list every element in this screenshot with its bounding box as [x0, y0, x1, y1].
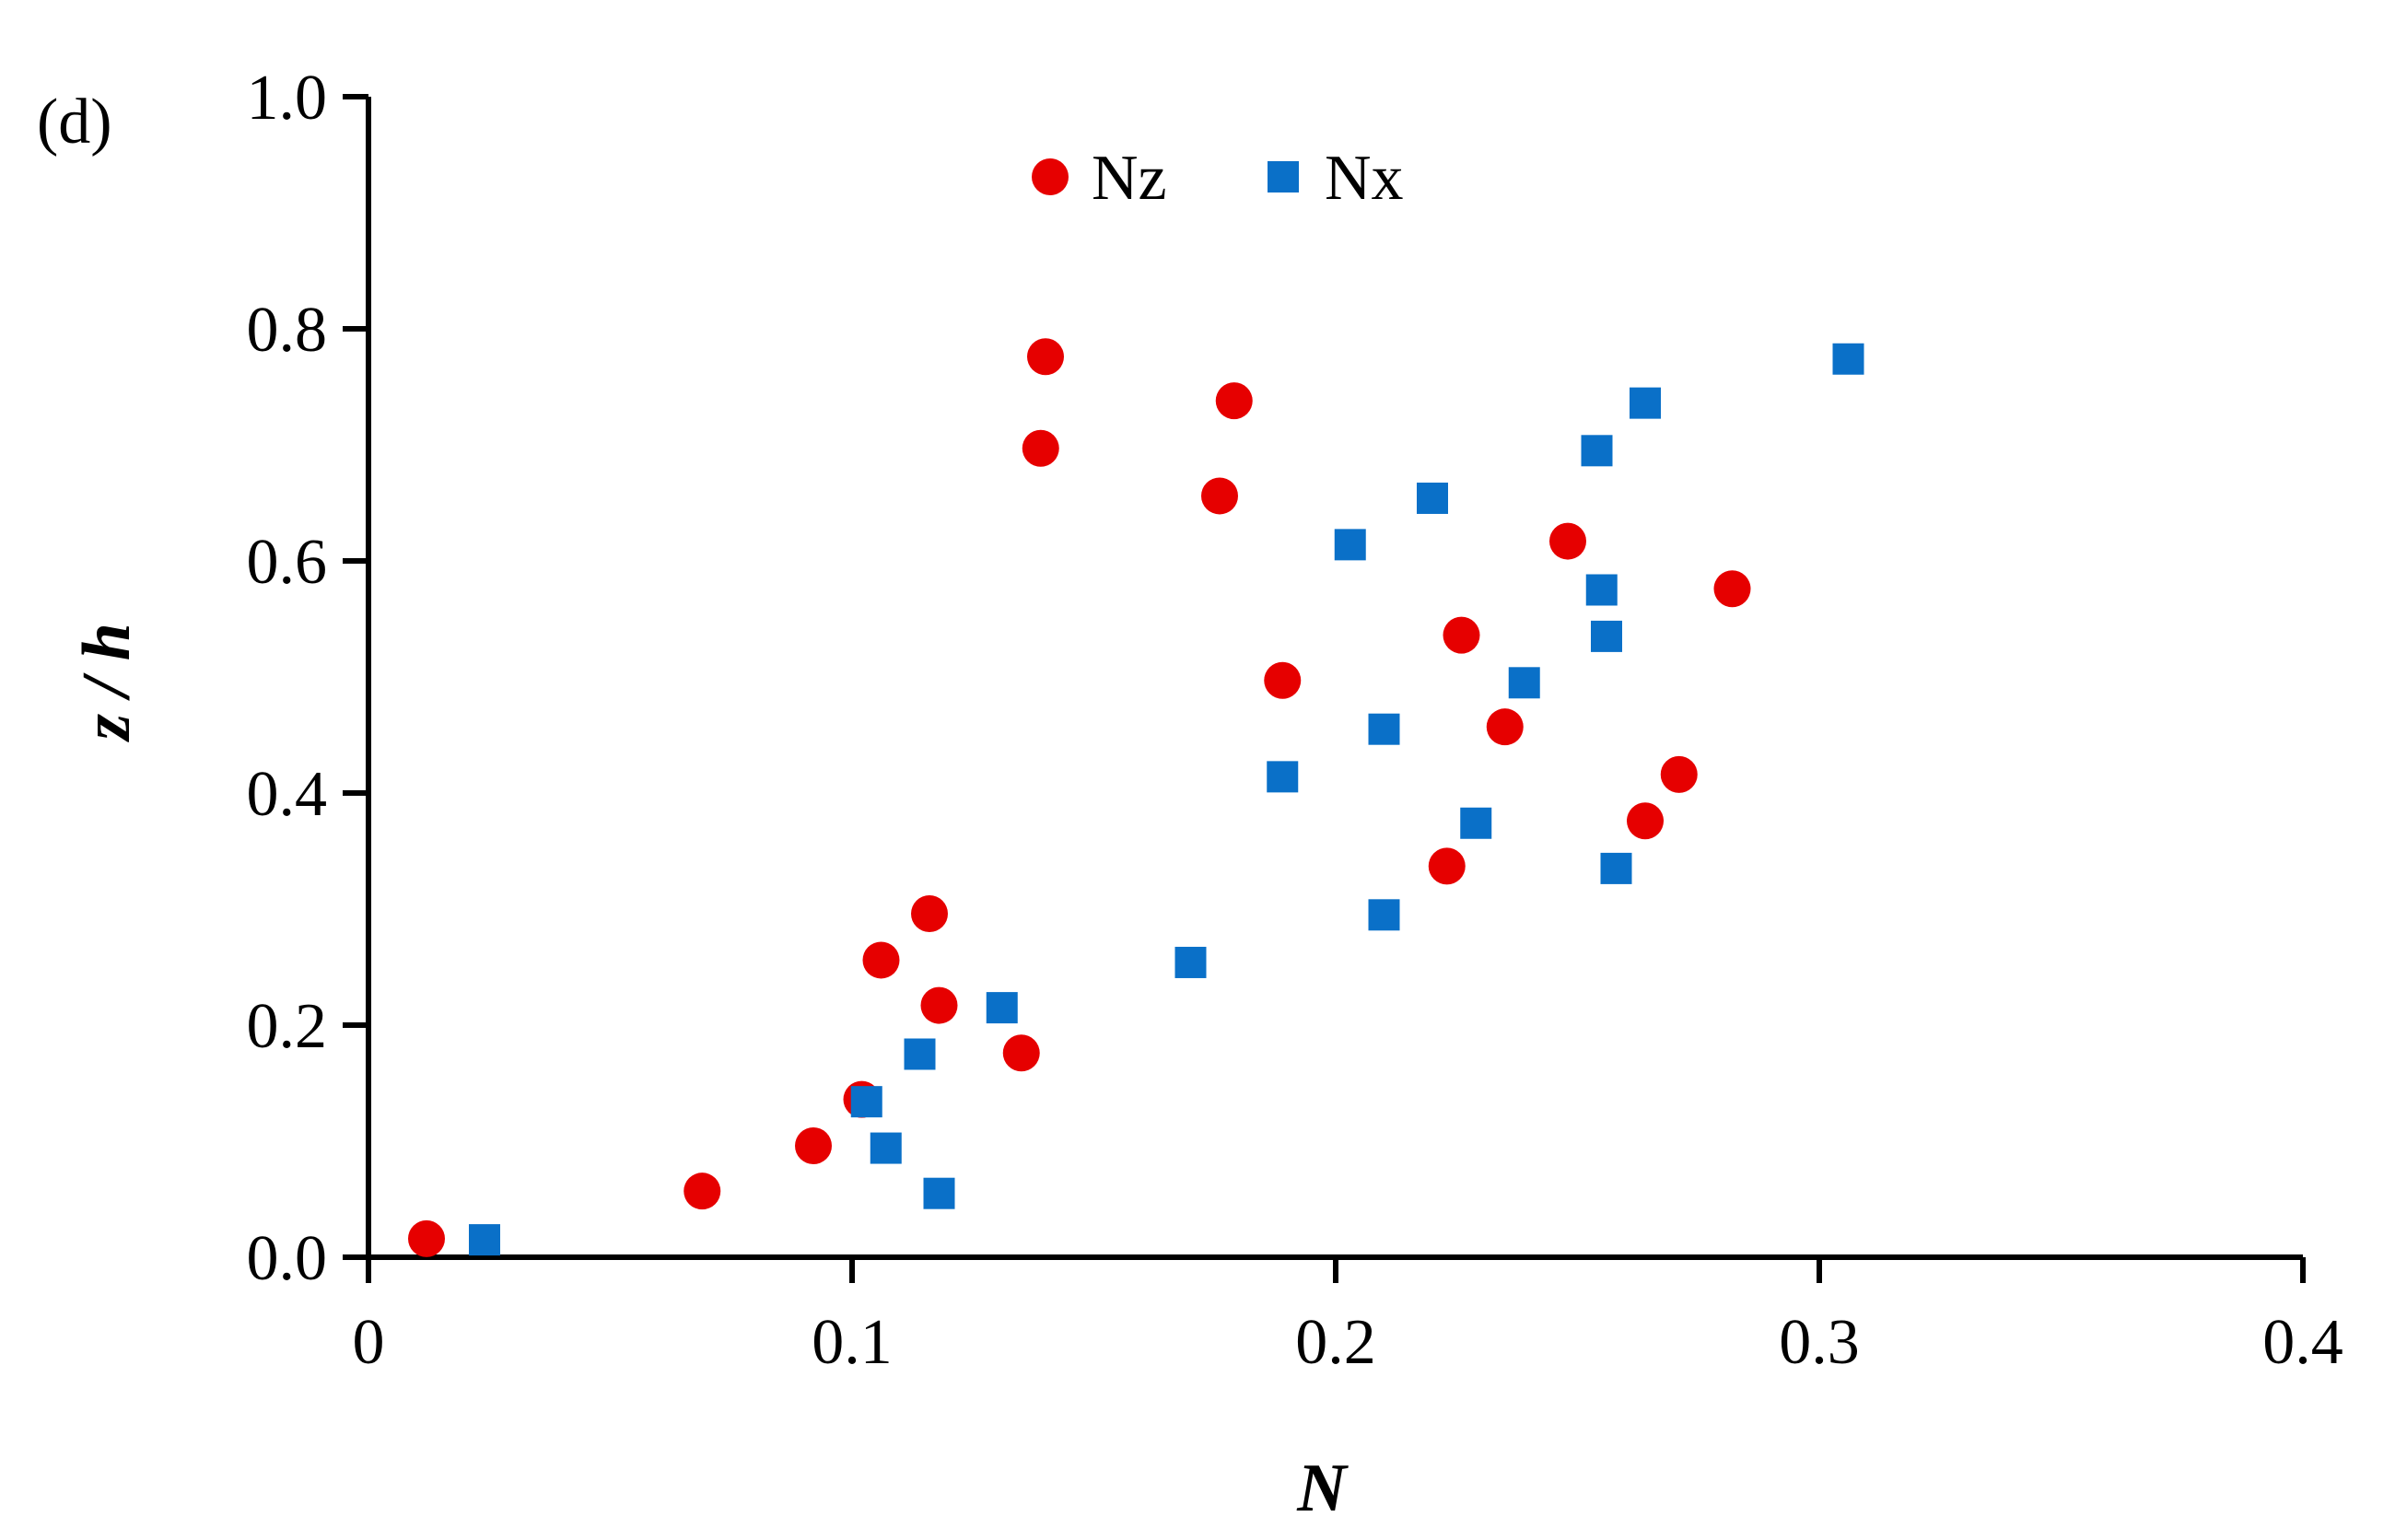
point-nx: [870, 1132, 902, 1164]
x-tick-label: 0.1: [812, 1307, 893, 1378]
point-nz: [1027, 338, 1064, 376]
point-nx: [1368, 899, 1400, 931]
point-nx: [1581, 435, 1613, 467]
point-nz: [1486, 708, 1524, 746]
point-nx: [1267, 761, 1299, 793]
point-nx: [904, 1038, 936, 1070]
point-nx: [1591, 620, 1622, 652]
legend-marker-nx: [1268, 161, 1299, 192]
point-nz: [1443, 616, 1480, 654]
point-nz: [920, 986, 958, 1024]
y-tick-label: 0.8: [247, 295, 328, 366]
point-nx: [850, 1086, 882, 1118]
x-axis-title: N: [1296, 1451, 1349, 1526]
x-tick-label: 0.2: [1295, 1307, 1376, 1378]
y-tick-label: 0.6: [247, 527, 328, 598]
legend-label-nz: Nz: [1092, 143, 1167, 214]
point-nz: [1002, 1034, 1040, 1072]
point-nx: [1417, 482, 1448, 514]
point-nx: [1460, 807, 1492, 839]
point-nz: [795, 1127, 832, 1165]
legend: Nz Nx: [1032, 143, 1404, 214]
point-nz: [862, 941, 900, 979]
point-nx: [923, 1177, 955, 1209]
point-nz: [1549, 522, 1586, 560]
point-nx: [1585, 574, 1618, 606]
axes: [366, 97, 2303, 1260]
point-nx: [1508, 667, 1540, 699]
point-nx: [1174, 946, 1207, 978]
x-tick-label: 0.3: [1779, 1307, 1860, 1378]
y-tick-label: 0.2: [247, 991, 328, 1062]
legend-marker-nz: [1032, 158, 1069, 195]
y-tick-label: 0.0: [247, 1223, 328, 1294]
point-nz: [1428, 847, 1466, 885]
point-nz: [1264, 661, 1302, 699]
data-marks: [408, 338, 1864, 1257]
point-nx: [1600, 852, 1632, 884]
legend-label-nx: Nx: [1325, 143, 1404, 214]
point-nz: [911, 895, 948, 933]
series-nz: [408, 338, 1751, 1257]
x-axis-ticks: 0 0.1 0.2 0.3 0.4: [353, 1257, 2343, 1378]
point-nz: [1215, 382, 1253, 420]
point-nx: [1630, 387, 1661, 419]
point-nx: [1368, 713, 1400, 745]
point-nz: [1022, 429, 1059, 467]
point-nz: [1201, 477, 1238, 515]
point-nx: [1334, 529, 1366, 561]
y-axis-title: z / h: [69, 623, 145, 743]
point-nz: [1660, 755, 1698, 793]
point-nx: [469, 1224, 500, 1256]
point-nz: [408, 1219, 445, 1257]
point-nx: [986, 992, 1018, 1024]
x-tick-label: 0.4: [2262, 1307, 2343, 1378]
point-nx: [1832, 343, 1864, 375]
y-axis-ticks: 0.0 0.2 0.4 0.6 0.8 1.0: [247, 63, 368, 1294]
series-nx: [469, 343, 1864, 1256]
y-tick-label: 1.0: [247, 63, 328, 134]
point-nz: [1627, 802, 1664, 840]
point-nz: [1713, 570, 1751, 608]
y-tick-label: 0.4: [247, 759, 328, 830]
point-nz: [684, 1172, 721, 1210]
x-tick-label: 0: [353, 1307, 385, 1378]
panel-label: (d): [37, 87, 112, 158]
